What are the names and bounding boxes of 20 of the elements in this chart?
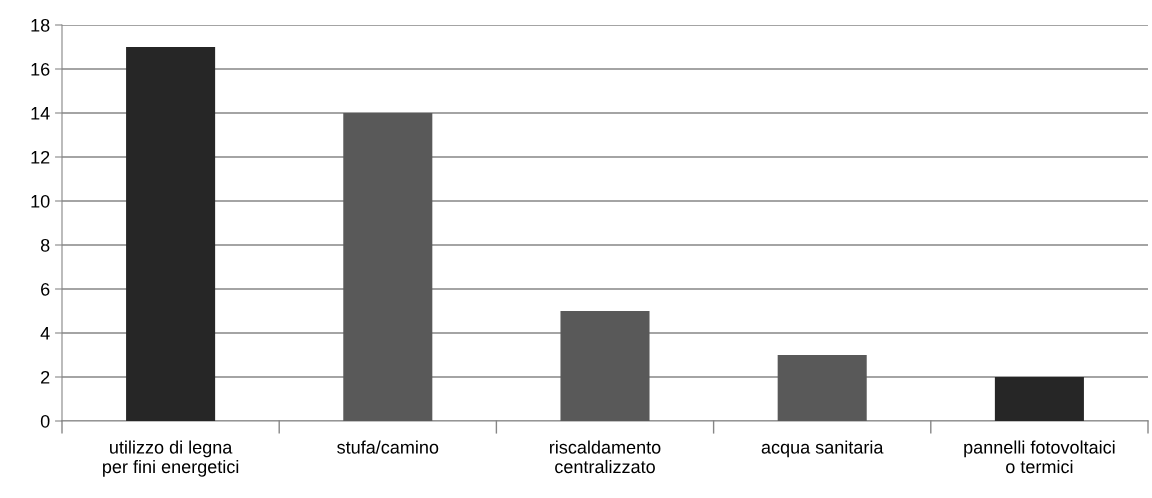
x-tick-label: pannelli fotovoltaici o termici — [964, 440, 1115, 474]
bar — [343, 113, 433, 421]
y-tick-label: 10 — [31, 194, 50, 208]
y-tick-label: 8 — [40, 238, 50, 252]
y-tick-label: 16 — [31, 62, 50, 76]
x-tick-label: acqua sanitaria — [761, 440, 884, 458]
y-tick-label: 18 — [31, 18, 50, 32]
y-tick-label: 14 — [31, 107, 50, 120]
bar — [994, 377, 1084, 421]
y-tick-label: 6 — [41, 282, 50, 296]
bar — [777, 355, 867, 421]
x-tick-label: stufa/camino — [337, 440, 439, 454]
y-tick-label: 4 — [40, 327, 50, 340]
x-tick-label: riscaldamento centralizzato — [550, 440, 661, 474]
y-tick-label: 2 — [41, 370, 50, 384]
x-tick-label: utilizzo di legna per fini energetici — [103, 440, 239, 477]
bar — [560, 311, 650, 421]
y-tick-label: 12 — [31, 150, 50, 164]
bar — [126, 47, 216, 421]
y-tick-label: 0 — [40, 414, 50, 428]
